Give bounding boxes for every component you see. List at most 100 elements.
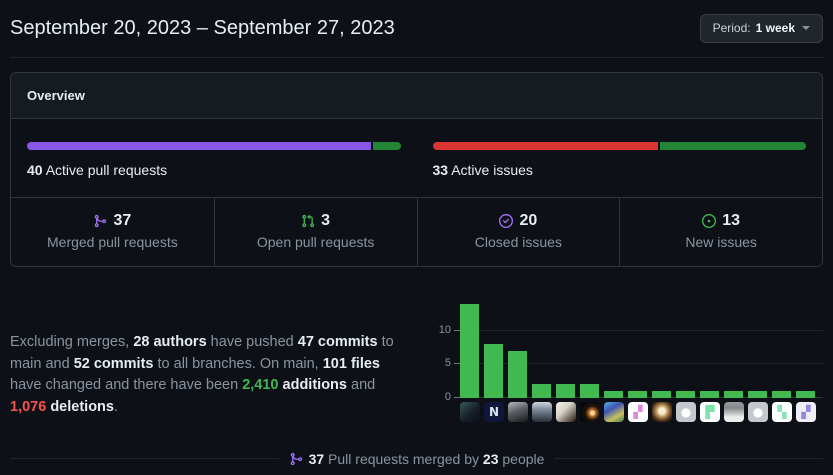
avatar-glyph: ●	[680, 404, 692, 419]
avatar-glyph: N	[488, 404, 500, 419]
commits-main-count: 47 commits	[297, 334, 378, 351]
contributor-avatar[interactable]: ●	[748, 401, 768, 422]
authors-count: 28 authors	[133, 334, 207, 351]
y-tick-mark	[454, 363, 460, 365]
active-issues-label: 33 Active issues	[433, 162, 807, 178]
files-changed-count: 101 files	[322, 355, 380, 372]
contributor-avatar[interactable]	[508, 401, 528, 422]
footer-people-count: 23	[482, 450, 499, 467]
contributor-avatar[interactable]: ▛	[700, 401, 720, 422]
avatar-glyph: ●	[752, 404, 764, 419]
avatar-glyph: ▚	[777, 404, 787, 419]
closed-issues-count: 20	[519, 211, 538, 229]
commit-count-bar[interactable]	[772, 391, 791, 398]
stat-value: 20	[426, 212, 612, 230]
contributor-avatar[interactable]	[652, 401, 672, 422]
contributor-avatar[interactable]: N	[484, 401, 504, 422]
active-pr-text: Active pull requests	[42, 161, 168, 178]
git-merge-icon	[95, 214, 107, 227]
stat-value: 37	[19, 212, 206, 230]
commit-count-bar[interactable]	[724, 391, 743, 398]
footer-pr-count: 37	[308, 450, 325, 467]
period-value: 1 week	[755, 21, 795, 35]
merged-pr-label: Merged pull requests	[47, 233, 178, 250]
footer-sentence: 37 Pull requests merged by 23 people	[308, 450, 545, 467]
y-tick-label: 0	[444, 390, 451, 403]
commit-count-bar[interactable]	[748, 391, 767, 398]
issues-progress-bar	[432, 141, 806, 150]
commit-count-bar[interactable]	[676, 391, 695, 398]
contributor-avatar[interactable]: ▞	[796, 401, 816, 422]
chart-plot	[460, 298, 823, 398]
additions-word: additions	[278, 377, 347, 394]
chart-plot-area: 0 5 10	[430, 298, 823, 402]
stat-new-issues: 13 New issues	[619, 197, 822, 266]
divider-line	[554, 458, 823, 460]
contributor-avatar[interactable]: ▞	[628, 401, 648, 422]
contributor-avatars-row: N ▞ ● ▛ ● ▚ ▞	[460, 401, 823, 422]
contributor-avatar[interactable]	[532, 401, 552, 422]
page-title: September 20, 2023 – September 27, 2023	[10, 16, 395, 39]
issues-cell: 33 Active issues	[417, 119, 823, 197]
contributor-avatar[interactable]: ●	[676, 401, 696, 422]
commit-count-bar[interactable]	[628, 391, 647, 398]
commit-count-bar[interactable]	[556, 384, 575, 398]
summary-section: Excluding merges, 28 authors have pushed…	[10, 298, 823, 433]
merged-pr-count: 37	[113, 211, 132, 229]
stat-value: 3	[223, 212, 409, 230]
new-issues-count: 13	[722, 211, 741, 229]
chevron-down-icon	[802, 26, 810, 31]
gridline	[460, 363, 823, 365]
contributor-avatar[interactable]	[724, 401, 744, 422]
commit-count-bar[interactable]	[508, 351, 527, 398]
progress-segment	[27, 141, 371, 150]
merged-prs-footer-text: 37 Pull requests merged by 23 people	[289, 450, 545, 467]
page-header: September 20, 2023 – September 27, 2023 …	[10, 12, 823, 58]
commit-count-bar[interactable]	[796, 391, 815, 398]
progress-segment	[659, 141, 806, 150]
contributor-avatar[interactable]	[460, 401, 480, 422]
y-tick-label: 10	[438, 324, 451, 337]
new-issues-label: New issues	[685, 233, 757, 250]
avatar-glyph: ▛	[705, 404, 715, 419]
contributor-avatar[interactable]	[556, 401, 576, 422]
y-tick-mark	[454, 396, 460, 398]
stat-value: 13	[628, 212, 814, 230]
active-issues-text: Active issues	[448, 161, 533, 178]
commits-per-author-chart: 0 5 10 N ▞ ● ▛ ● ▚ ▞	[430, 298, 823, 433]
stat-open-pull-requests: 3 Open pull requests	[213, 197, 417, 266]
gridline	[460, 330, 823, 332]
issue-opened-icon	[702, 213, 717, 228]
contributor-avatar[interactable]	[580, 401, 600, 422]
overview-card-title: Overview	[11, 72, 822, 119]
y-tick-label: 5	[444, 357, 451, 370]
merged-prs-footer: 37 Pull requests merged by 23 people	[10, 451, 823, 467]
open-pr-count: 3	[321, 211, 331, 229]
period-dropdown-button[interactable]: Period: 1 week	[699, 14, 823, 43]
progress-segment	[432, 141, 658, 150]
commit-count-bar[interactable]	[484, 344, 503, 398]
commit-count-bar[interactable]	[532, 384, 551, 398]
active-issues-count: 33	[432, 161, 449, 178]
git-pull-request-icon	[302, 214, 315, 227]
overview-card: Overview 40 Active pull requests 33 Acti…	[10, 71, 823, 267]
deletions-count: 1,076	[10, 398, 47, 415]
active-pr-count: 40	[27, 161, 43, 178]
stat-merged-pull-requests: 37 Merged pull requests	[11, 198, 214, 266]
active-pull-requests-label: 40 Active pull requests	[27, 162, 401, 178]
contributor-avatar[interactable]: ▚	[772, 401, 792, 422]
chart-y-axis: 0 5 10	[430, 298, 460, 402]
commit-count-bar[interactable]	[580, 384, 599, 398]
open-pr-label: Open pull requests	[256, 233, 375, 250]
issue-closed-icon	[499, 213, 514, 228]
contributor-avatar[interactable]	[604, 401, 624, 422]
deletions-word: deletions	[46, 398, 114, 415]
commit-count-bar[interactable]	[652, 391, 671, 398]
chart-bars	[460, 298, 823, 398]
divider-line	[10, 458, 279, 460]
commit-count-bar[interactable]	[460, 304, 479, 398]
pull-requests-progress-bar	[27, 141, 401, 150]
commit-count-bar[interactable]	[700, 391, 719, 398]
commit-count-bar[interactable]	[604, 391, 623, 398]
